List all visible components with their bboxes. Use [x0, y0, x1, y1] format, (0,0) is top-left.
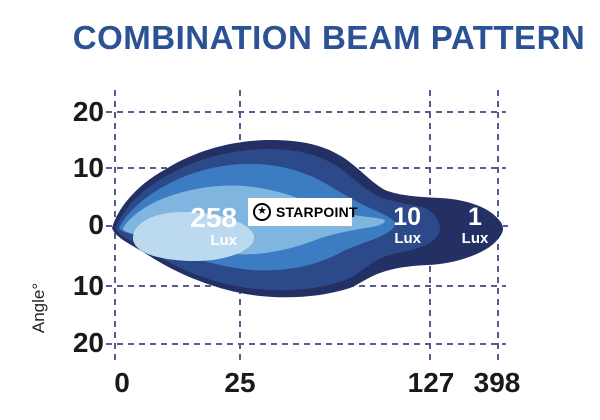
brand-name: STARPOINT — [276, 204, 358, 220]
lux-value-1: 1 — [468, 203, 482, 231]
star-in-circle-icon: ★ — [253, 203, 271, 221]
lux-unit-10: Lux — [394, 230, 421, 247]
y-axis-label: Angle° — [29, 282, 48, 334]
y-tick-plus10: 10 — [72, 152, 104, 183]
x-tick-0: 0 — [114, 367, 130, 398]
starpoint-logo: ★ STARPOINT — [248, 198, 357, 226]
y-tick-plus20: 20 — [72, 96, 104, 127]
y-tick-zero: 0 — [88, 209, 104, 240]
lux-value-258: 258 — [190, 202, 237, 233]
x-tick-25: 25 — [224, 367, 256, 398]
chart-title: COMBINATION BEAM PATTERN — [72, 19, 586, 56]
y-tick-minus20: 20 — [72, 327, 104, 358]
beam-contour-hotspot — [133, 211, 255, 262]
y-tick-minus10: 10 — [72, 270, 104, 301]
lux-label-10: 10 Lux — [341, 203, 421, 247]
x-tick-398: 398 — [473, 367, 521, 398]
lux-label-258: 258 Lux — [157, 202, 237, 249]
x-tick-127: 127 — [407, 367, 455, 398]
star-glyph: ★ — [257, 205, 267, 217]
lux-unit-258: Lux — [210, 232, 237, 249]
lux-label-1: 1 Lux — [437, 203, 513, 247]
lux-unit-1: Lux — [461, 230, 489, 247]
lux-value-10: 10 — [393, 203, 421, 231]
